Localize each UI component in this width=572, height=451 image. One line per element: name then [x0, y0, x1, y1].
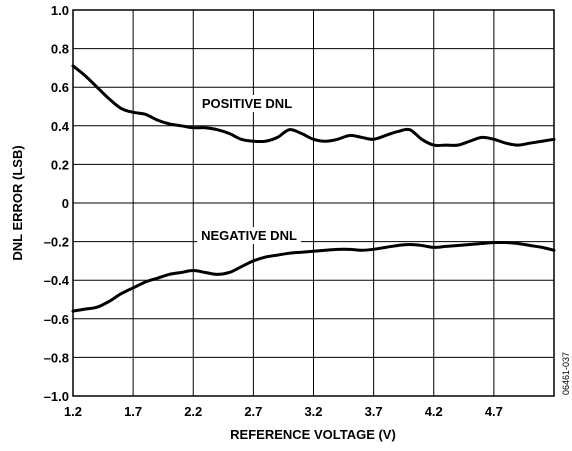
y-tick-label: 0.6 [51, 80, 69, 95]
y-tick-label: 1.0 [51, 3, 69, 18]
series-label-background [197, 227, 301, 244]
x-tick-label: 1.2 [64, 404, 82, 419]
y-tick-label: 0.8 [51, 42, 69, 57]
y-tick-label: 0.4 [51, 119, 70, 134]
plot-frame [72, 9, 555, 397]
y-tick-label: 0 [62, 196, 69, 211]
x-tick-label: 3.7 [365, 404, 383, 419]
x-tick-label: 4.2 [425, 404, 443, 419]
y-tick-label: –0.2 [44, 235, 69, 250]
y-tick-label: –0.6 [44, 312, 69, 327]
y-tick-label: –0.4 [44, 273, 70, 288]
x-tick-label: 4.7 [485, 404, 503, 419]
x-tick-label: 2.2 [184, 404, 202, 419]
y-tick-label: 0.2 [51, 157, 69, 172]
series-label-negative-dnl: NEGATIVE DNL [201, 228, 297, 243]
series-label-positive-dnl: POSITIVE DNL [202, 96, 292, 111]
tick-labels: 1.2 1.7 2.2 2.7 3.2 3.7 4.2 4.7 1.0 0.8 0.6 0.4 0.2 0… [44, 3, 503, 419]
curves [71, 64, 556, 313]
y-tick-label: –1.0 [44, 389, 69, 404]
y-axis-title: DNL ERROR (LSB) [10, 145, 25, 260]
series-labels: POSITIVE DNL NEGATIVE DNL [197, 95, 301, 244]
y-tick-label: –0.8 [44, 350, 69, 365]
series-line-negative-dnl [71, 240, 556, 313]
series-label-background [197, 95, 297, 112]
x-axis-title: REFERENCE VOLTAGE (V) [230, 427, 396, 442]
series-line-positive-dnl [71, 64, 556, 148]
x-tick-label: 1.7 [124, 404, 142, 419]
x-tick-label: 3.2 [304, 404, 322, 419]
figure-code: 06461-037 [561, 352, 571, 395]
x-tick-label: 2.7 [244, 404, 262, 419]
gridlines [73, 10, 554, 396]
